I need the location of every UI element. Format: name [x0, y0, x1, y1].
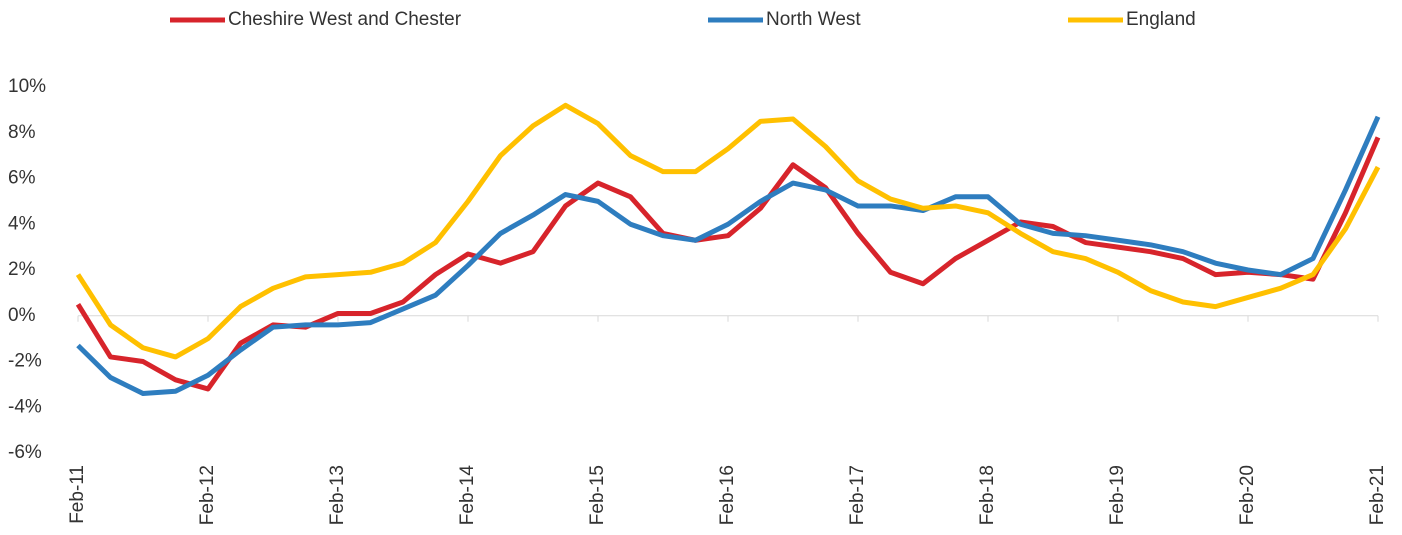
legend-label: Cheshire West and Chester [228, 9, 462, 30]
series-line [75, 136, 1381, 392]
x-tick-label: Feb-11 [67, 465, 88, 524]
y-tick-label: 6% [8, 168, 36, 189]
x-tick-label: Feb-18 [977, 465, 998, 525]
y-tick-label: 0% [8, 305, 36, 326]
x-tick-label: Feb-14 [457, 465, 478, 526]
y-tick-label: 8% [8, 122, 36, 143]
legend-label: North West [766, 9, 861, 30]
series-line [76, 115, 1381, 397]
x-tick-label: Feb-19 [1107, 465, 1128, 525]
y-tick-label: 4% [8, 213, 36, 234]
x-tick-label: Feb-13 [327, 465, 348, 525]
y-tick-label: 2% [8, 259, 36, 280]
y-tick-label: -6% [8, 442, 42, 463]
y-tick-label: -4% [8, 396, 42, 417]
y-tick-label: -2% [8, 351, 42, 372]
y-tick-label: 10% [8, 76, 46, 97]
series-line [75, 102, 1381, 360]
x-tick-label: Feb-20 [1237, 465, 1258, 525]
x-tick-label: Feb-15 [587, 465, 608, 525]
x-tick-label: Feb-12 [197, 465, 218, 525]
x-tick-label: Feb-16 [717, 465, 738, 525]
legend-label: England [1126, 9, 1196, 30]
x-tick-label: Feb-21 [1367, 465, 1388, 525]
x-tick-label: Feb-17 [847, 465, 868, 525]
